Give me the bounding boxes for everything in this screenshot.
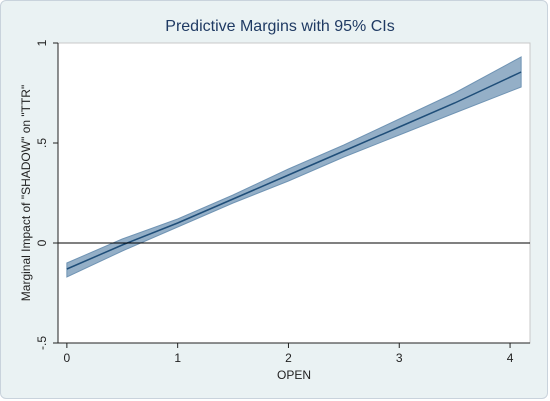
series-line [66, 71, 522, 270]
x-tick-label: 1 [174, 351, 181, 365]
x-tick-label: 2 [285, 351, 292, 365]
y-tick-label: 1 [35, 39, 49, 46]
x-axis-label: OPEN [277, 368, 311, 382]
y-tick-label: -.5 [35, 336, 49, 350]
plot-area [57, 42, 531, 344]
x-tick-label: 4 [507, 351, 514, 365]
chart-title: Predictive Margins with 95% CIs [165, 18, 394, 35]
x-ticks: 0 1 2 3 4 [64, 343, 514, 365]
x-tick-label: 3 [396, 351, 403, 365]
y-tick-label: 0 [35, 239, 49, 246]
y-ticks: -.5 0 .5 1 [35, 39, 58, 350]
x-tick-label: 0 [64, 351, 71, 365]
y-axis-label: Marginal Impact of "SHADOW" on "TTR" [19, 85, 33, 301]
series-line-layer [66, 71, 522, 270]
y-tick-label: .5 [35, 138, 49, 148]
